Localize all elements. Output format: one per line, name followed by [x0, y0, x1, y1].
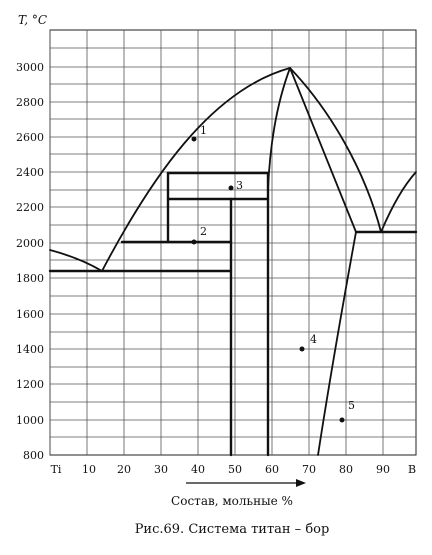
point-4-label: 4 — [310, 333, 317, 346]
y-tick-label: 2400 — [16, 166, 44, 179]
y-tick-label: 2000 — [16, 237, 44, 250]
liquidus-boron — [380, 171, 417, 233]
point-4-marker — [299, 346, 305, 352]
liquidus-left — [49, 249, 103, 272]
y-tick-label: 2800 — [16, 96, 44, 109]
x-tick-label: Ti — [51, 463, 62, 476]
x-tick-label: 50 — [228, 463, 242, 476]
x-axis-label: Состав, мольные % — [171, 494, 293, 508]
y-tick-label: 2200 — [16, 201, 44, 214]
y-tick-label: 1600 — [16, 308, 44, 321]
x-tick-label: 60 — [265, 463, 279, 476]
y-tick-labels: 3000 2800 2600 2400 2200 2000 1800 1600 … — [16, 61, 44, 462]
figure-caption: Рис.69. Система титан – бор — [135, 522, 330, 537]
grid — [49, 29, 417, 456]
y-tick-label: 800 — [23, 449, 44, 462]
invariant-lines — [48, 171, 418, 457]
x-tick-label: 40 — [191, 463, 205, 476]
x-tick-labels: Ti 10 20 30 40 50 60 70 80 90 B — [51, 463, 416, 476]
y-tick-label: 1000 — [16, 414, 44, 427]
liquidus-main — [101, 67, 291, 272]
x-tick-label: 80 — [339, 463, 353, 476]
y-tick-label: 2600 — [16, 131, 44, 144]
point-2-label: 2 — [200, 225, 207, 238]
point-5-label: 5 — [348, 399, 355, 412]
x-tick-label: B — [408, 463, 416, 476]
y-tick-label: 1800 — [16, 272, 44, 285]
composition-arrow — [186, 479, 306, 487]
y-axis-label: T, °C — [18, 13, 47, 27]
points: 1 2 3 4 5 — [191, 124, 355, 423]
plot-frame — [49, 29, 417, 456]
x-tick-label: 10 — [82, 463, 96, 476]
point-2-marker — [191, 239, 197, 245]
point-1-marker — [191, 136, 197, 142]
y-tick-label: 3000 — [16, 61, 44, 74]
x-tick-label: 20 — [117, 463, 131, 476]
point-5-marker — [339, 417, 345, 423]
x-tick-label: 70 — [302, 463, 316, 476]
tib2-solvus-right — [317, 231, 357, 456]
y-tick-label: 1200 — [16, 378, 44, 391]
point-3-marker — [228, 185, 234, 191]
liquidus-right — [289, 67, 382, 233]
point-1-label: 1 — [200, 124, 207, 137]
x-tick-label: 30 — [154, 463, 168, 476]
point-3-label: 3 — [236, 179, 243, 192]
x-tick-label: 90 — [376, 463, 390, 476]
y-tick-label: 1400 — [16, 343, 44, 356]
phase-curves — [49, 67, 417, 456]
tib2-boundary-right — [289, 67, 357, 233]
